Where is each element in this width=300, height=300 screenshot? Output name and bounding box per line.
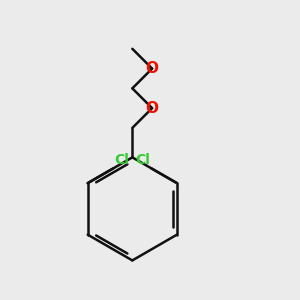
Text: O: O bbox=[146, 100, 159, 116]
Text: Cl: Cl bbox=[115, 153, 130, 167]
Text: O: O bbox=[146, 61, 159, 76]
Text: Cl: Cl bbox=[135, 153, 150, 167]
